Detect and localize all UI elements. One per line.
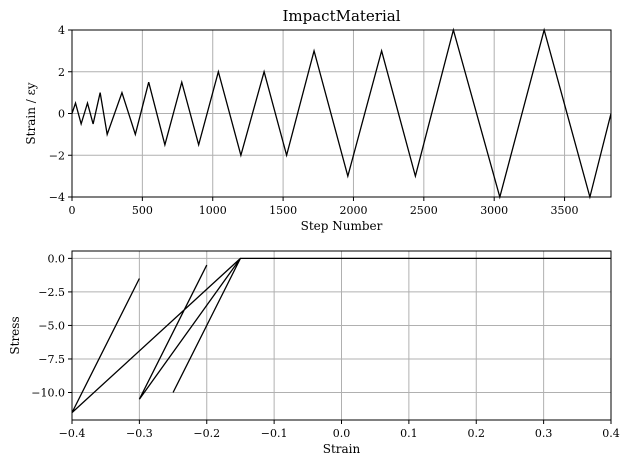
y-axis-label: Strain / εy: [24, 82, 38, 144]
stress-strain-plot: −0.4 −0.3 −0.2 −0.1 0.0 0.1 0.2 0.3 0.4 0.0 −2.5 −…: [8, 250, 620, 456]
x-ticks: 0 500 1000 1500 2000 2500 3000 3500: [69, 197, 579, 217]
x-tick-label: 0.0: [333, 427, 351, 440]
x-axis-label: Step Number: [301, 219, 383, 233]
x-tick-label: 2000: [339, 204, 367, 217]
x-tick-label: 3500: [551, 204, 579, 217]
x-tick-label: 0.1: [400, 427, 418, 440]
y-tick-label: −4: [49, 191, 65, 204]
x-tick-label: 0: [69, 204, 76, 217]
y-tick-label: 0.0: [48, 252, 66, 265]
x-tick-label: −0.3: [126, 427, 153, 440]
x-axis-label: Strain: [323, 442, 361, 456]
y-tick-label: −7.5: [38, 353, 65, 366]
x-tick-label: −0.1: [261, 427, 288, 440]
x-tick-label: 0.2: [468, 427, 486, 440]
y-tick-label: −2: [49, 149, 65, 162]
y-axis-label: Stress: [8, 316, 22, 354]
y-ticks: 0.0 −2.5 −5.0 −7.5 −10.0: [31, 252, 72, 400]
stress-strain-curve: [71, 257, 611, 414]
grid: [71, 251, 612, 420]
y-tick-label: 2: [58, 66, 65, 79]
y-tick-label: −2.5: [38, 286, 65, 299]
y-ticks: −4 −2 0 2 4: [49, 24, 72, 204]
y-tick-label: 0: [58, 108, 65, 121]
x-tick-label: 0.3: [535, 427, 553, 440]
x-tick-label: −0.4: [59, 427, 86, 440]
x-tick-label: 1000: [199, 204, 227, 217]
plot-title: ImpactMaterial: [282, 7, 400, 25]
x-tick-label: 3000: [480, 204, 508, 217]
x-tick-label: 500: [132, 204, 153, 217]
x-tick-label: 1500: [269, 204, 297, 217]
y-tick-label: −10.0: [31, 387, 65, 400]
x-tick-label: −0.2: [193, 427, 220, 440]
x-tick-label: 0.4: [602, 427, 620, 440]
x-ticks: −0.4 −0.3 −0.2 −0.1 0.0 0.1 0.2 0.3 0.4: [59, 420, 620, 440]
grid: [71, 29, 611, 198]
y-tick-label: −5.0: [38, 319, 65, 332]
x-tick-label: 2500: [410, 204, 438, 217]
strain-history-line: [71, 27, 612, 200]
strain-history-plot: ImpactMaterial 0 500 1000 1500 2000 2500 3000 3…: [24, 7, 612, 233]
y-tick-label: 4: [58, 24, 65, 37]
